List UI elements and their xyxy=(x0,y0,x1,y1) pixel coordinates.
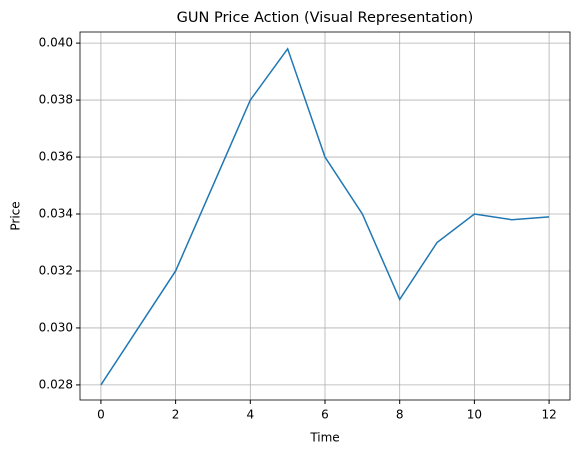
x-tick-label: 10 xyxy=(467,408,482,422)
y-tick-label: 0.038 xyxy=(39,93,73,107)
y-axis-label: Price xyxy=(9,201,23,230)
x-tick-label: 12 xyxy=(541,408,556,422)
plot-frame xyxy=(79,31,571,401)
y-tick-label: 0.032 xyxy=(39,263,73,277)
x-tick-label: 6 xyxy=(321,408,329,422)
y-tick-label: 0.036 xyxy=(39,150,73,164)
y-tick-label: 0.030 xyxy=(39,320,73,334)
chart-title: GUN Price Action (Visual Representation) xyxy=(177,10,474,26)
y-tick-label: 0.040 xyxy=(39,36,73,50)
x-tick-label: 8 xyxy=(396,408,404,422)
x-axis-label: Time xyxy=(309,431,339,445)
x-tick-label: 0 xyxy=(97,408,105,422)
x-tick-label: 2 xyxy=(172,408,180,422)
y-tick-label: 0.034 xyxy=(39,207,73,221)
y-tick-label: 0.028 xyxy=(39,377,73,391)
line-series xyxy=(100,47,550,386)
x-tick-label: 4 xyxy=(246,408,254,422)
